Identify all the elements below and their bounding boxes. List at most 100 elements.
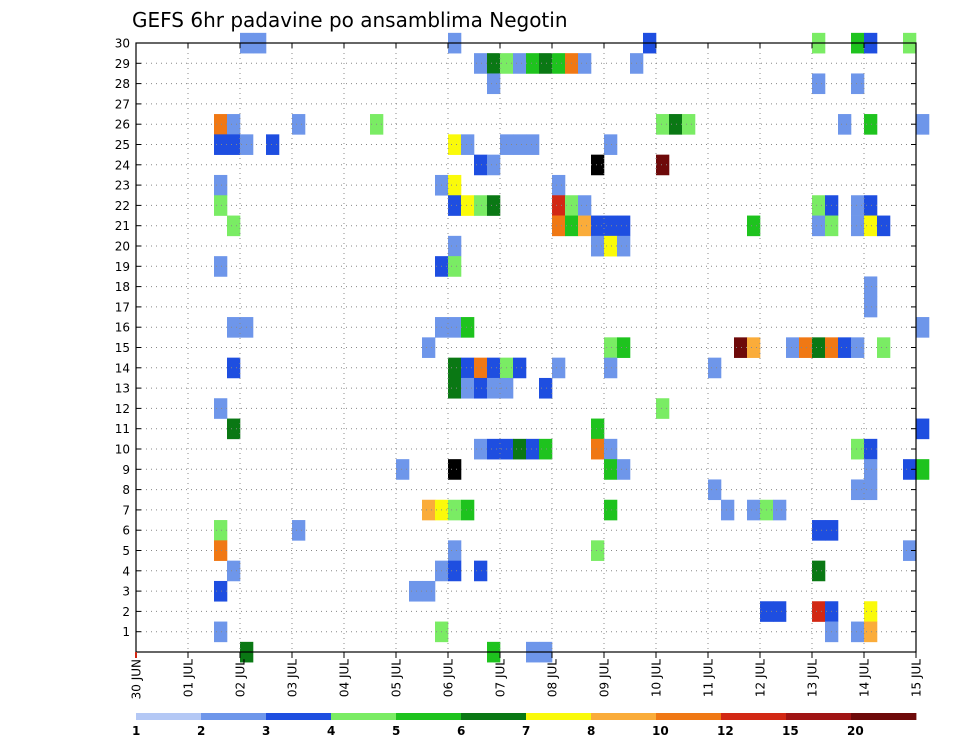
legend-label: 15: [782, 724, 799, 738]
heatmap-cell: [591, 418, 605, 440]
heatmap-cell: [708, 357, 722, 379]
heatmap-cell: [227, 418, 241, 440]
heatmap-cell: [604, 134, 618, 155]
heatmap-cell: [851, 438, 865, 460]
x-tick-label: 07 JUL: [494, 659, 508, 697]
heatmap-cell: [227, 215, 241, 237]
heatmap-cell: [773, 601, 787, 622]
heatmap-cell: [539, 438, 553, 460]
x-tick-label: 15 JUL: [910, 659, 924, 697]
legend-swatch: [851, 713, 917, 720]
heatmap-cell: [552, 53, 566, 74]
y-tick-label: 23: [115, 179, 130, 193]
x-tick-label: 08 JUL: [546, 659, 560, 697]
heatmap-cell: [864, 479, 878, 501]
heatmap-cell: [396, 459, 410, 480]
y-tick-label: 25: [115, 138, 130, 152]
heatmap-cell: [552, 195, 566, 216]
y-tick-label: 16: [115, 321, 130, 335]
y-tick-label: 7: [122, 503, 130, 517]
heatmap-cell: [916, 418, 930, 440]
heatmap-cell: [448, 134, 462, 155]
heatmap-cell: [656, 154, 670, 176]
heatmap-cell: [214, 398, 228, 419]
heatmap-cell: [513, 438, 527, 460]
y-tick-label: 17: [115, 300, 130, 314]
legend-swatch: [721, 713, 787, 720]
heatmap-cell: [604, 499, 618, 521]
heatmap-cell: [487, 438, 501, 460]
legend-label: 10: [652, 724, 669, 738]
heatmap-cell: [461, 195, 475, 216]
heatmap-cell: [214, 134, 228, 155]
y-tick-label: 28: [115, 77, 130, 91]
legend-label: 4: [327, 724, 335, 738]
legend-label: 3: [262, 724, 270, 738]
legend-label: 8: [587, 724, 595, 738]
y-tick-label: 24: [115, 158, 130, 172]
heatmap-cell: [461, 134, 475, 155]
heatmap-cell: [448, 540, 462, 561]
y-tick-label: 14: [115, 361, 130, 375]
heatmap-cell: [474, 438, 488, 460]
heatmap-cell: [721, 499, 735, 521]
heatmap-cell: [864, 459, 878, 480]
heatmap-cell: [552, 174, 566, 196]
heatmap-cell: [513, 134, 527, 155]
heatmap-cell: [604, 357, 618, 379]
heatmap-cell: [227, 114, 241, 135]
legend-label: 5: [392, 724, 400, 738]
heatmap-cell: [227, 317, 241, 338]
heatmap-cell: [487, 154, 501, 176]
heatmap-cell: [578, 195, 592, 216]
x-tick-label: 01 JUL: [182, 659, 196, 697]
heatmap-cell: [838, 114, 852, 135]
heatmap-cell: [474, 53, 488, 74]
grid-lines: [136, 43, 916, 652]
heatmap-cell: [266, 134, 280, 155]
y-tick-label: 6: [122, 524, 130, 538]
heatmap-cell: [812, 560, 826, 582]
heatmap-cell: [448, 235, 462, 257]
heatmap-cell: [864, 215, 878, 237]
y-tick-label: 3: [122, 585, 130, 599]
heatmap-cell: [292, 114, 306, 135]
legend-label: 2: [197, 724, 205, 738]
heatmap-cell: [682, 114, 696, 135]
legend-label: 12: [717, 724, 734, 738]
y-tick-label: 2: [122, 605, 130, 619]
x-tick-label: 02 JUL: [234, 659, 248, 697]
heatmap-cell: [773, 499, 787, 521]
heatmap-cell: [513, 357, 527, 379]
heatmap-cell: [474, 560, 488, 582]
heatmap-cell: [617, 215, 631, 237]
heatmap-cell: [812, 195, 826, 216]
heatmap-cell: [526, 438, 540, 460]
heatmap-cell: [617, 235, 631, 257]
legend-swatch: [136, 713, 202, 720]
heatmap-cell: [227, 357, 241, 379]
legend-swatch: [266, 713, 332, 720]
heatmap-cell: [487, 377, 501, 399]
heatmap-cell: [851, 195, 865, 216]
legend-swatch: [591, 713, 657, 720]
x-tick-label: 12 JUL: [754, 659, 768, 697]
legend-swatch: [201, 713, 267, 720]
heatmap-cell: [448, 459, 462, 480]
heatmap-cell: [448, 357, 462, 379]
heatmap-cell: [448, 256, 462, 277]
heatmap-cell: [604, 337, 618, 358]
heatmap-cell: [656, 398, 670, 419]
legend-swatch: [396, 713, 462, 720]
y-tick-label: 18: [115, 280, 130, 294]
y-tick-label: 27: [115, 97, 130, 111]
y-tick-label: 4: [122, 564, 130, 578]
heatmap-cell: [812, 73, 826, 95]
y-tick-label: 19: [115, 260, 130, 274]
heatmap-cell: [474, 195, 488, 216]
x-tick-label: 11 JUL: [702, 659, 716, 697]
heatmap-cells: [214, 32, 930, 663]
heatmap-cell: [448, 317, 462, 338]
heatmap-cell: [877, 215, 891, 237]
heatmap-cell: [448, 560, 462, 582]
